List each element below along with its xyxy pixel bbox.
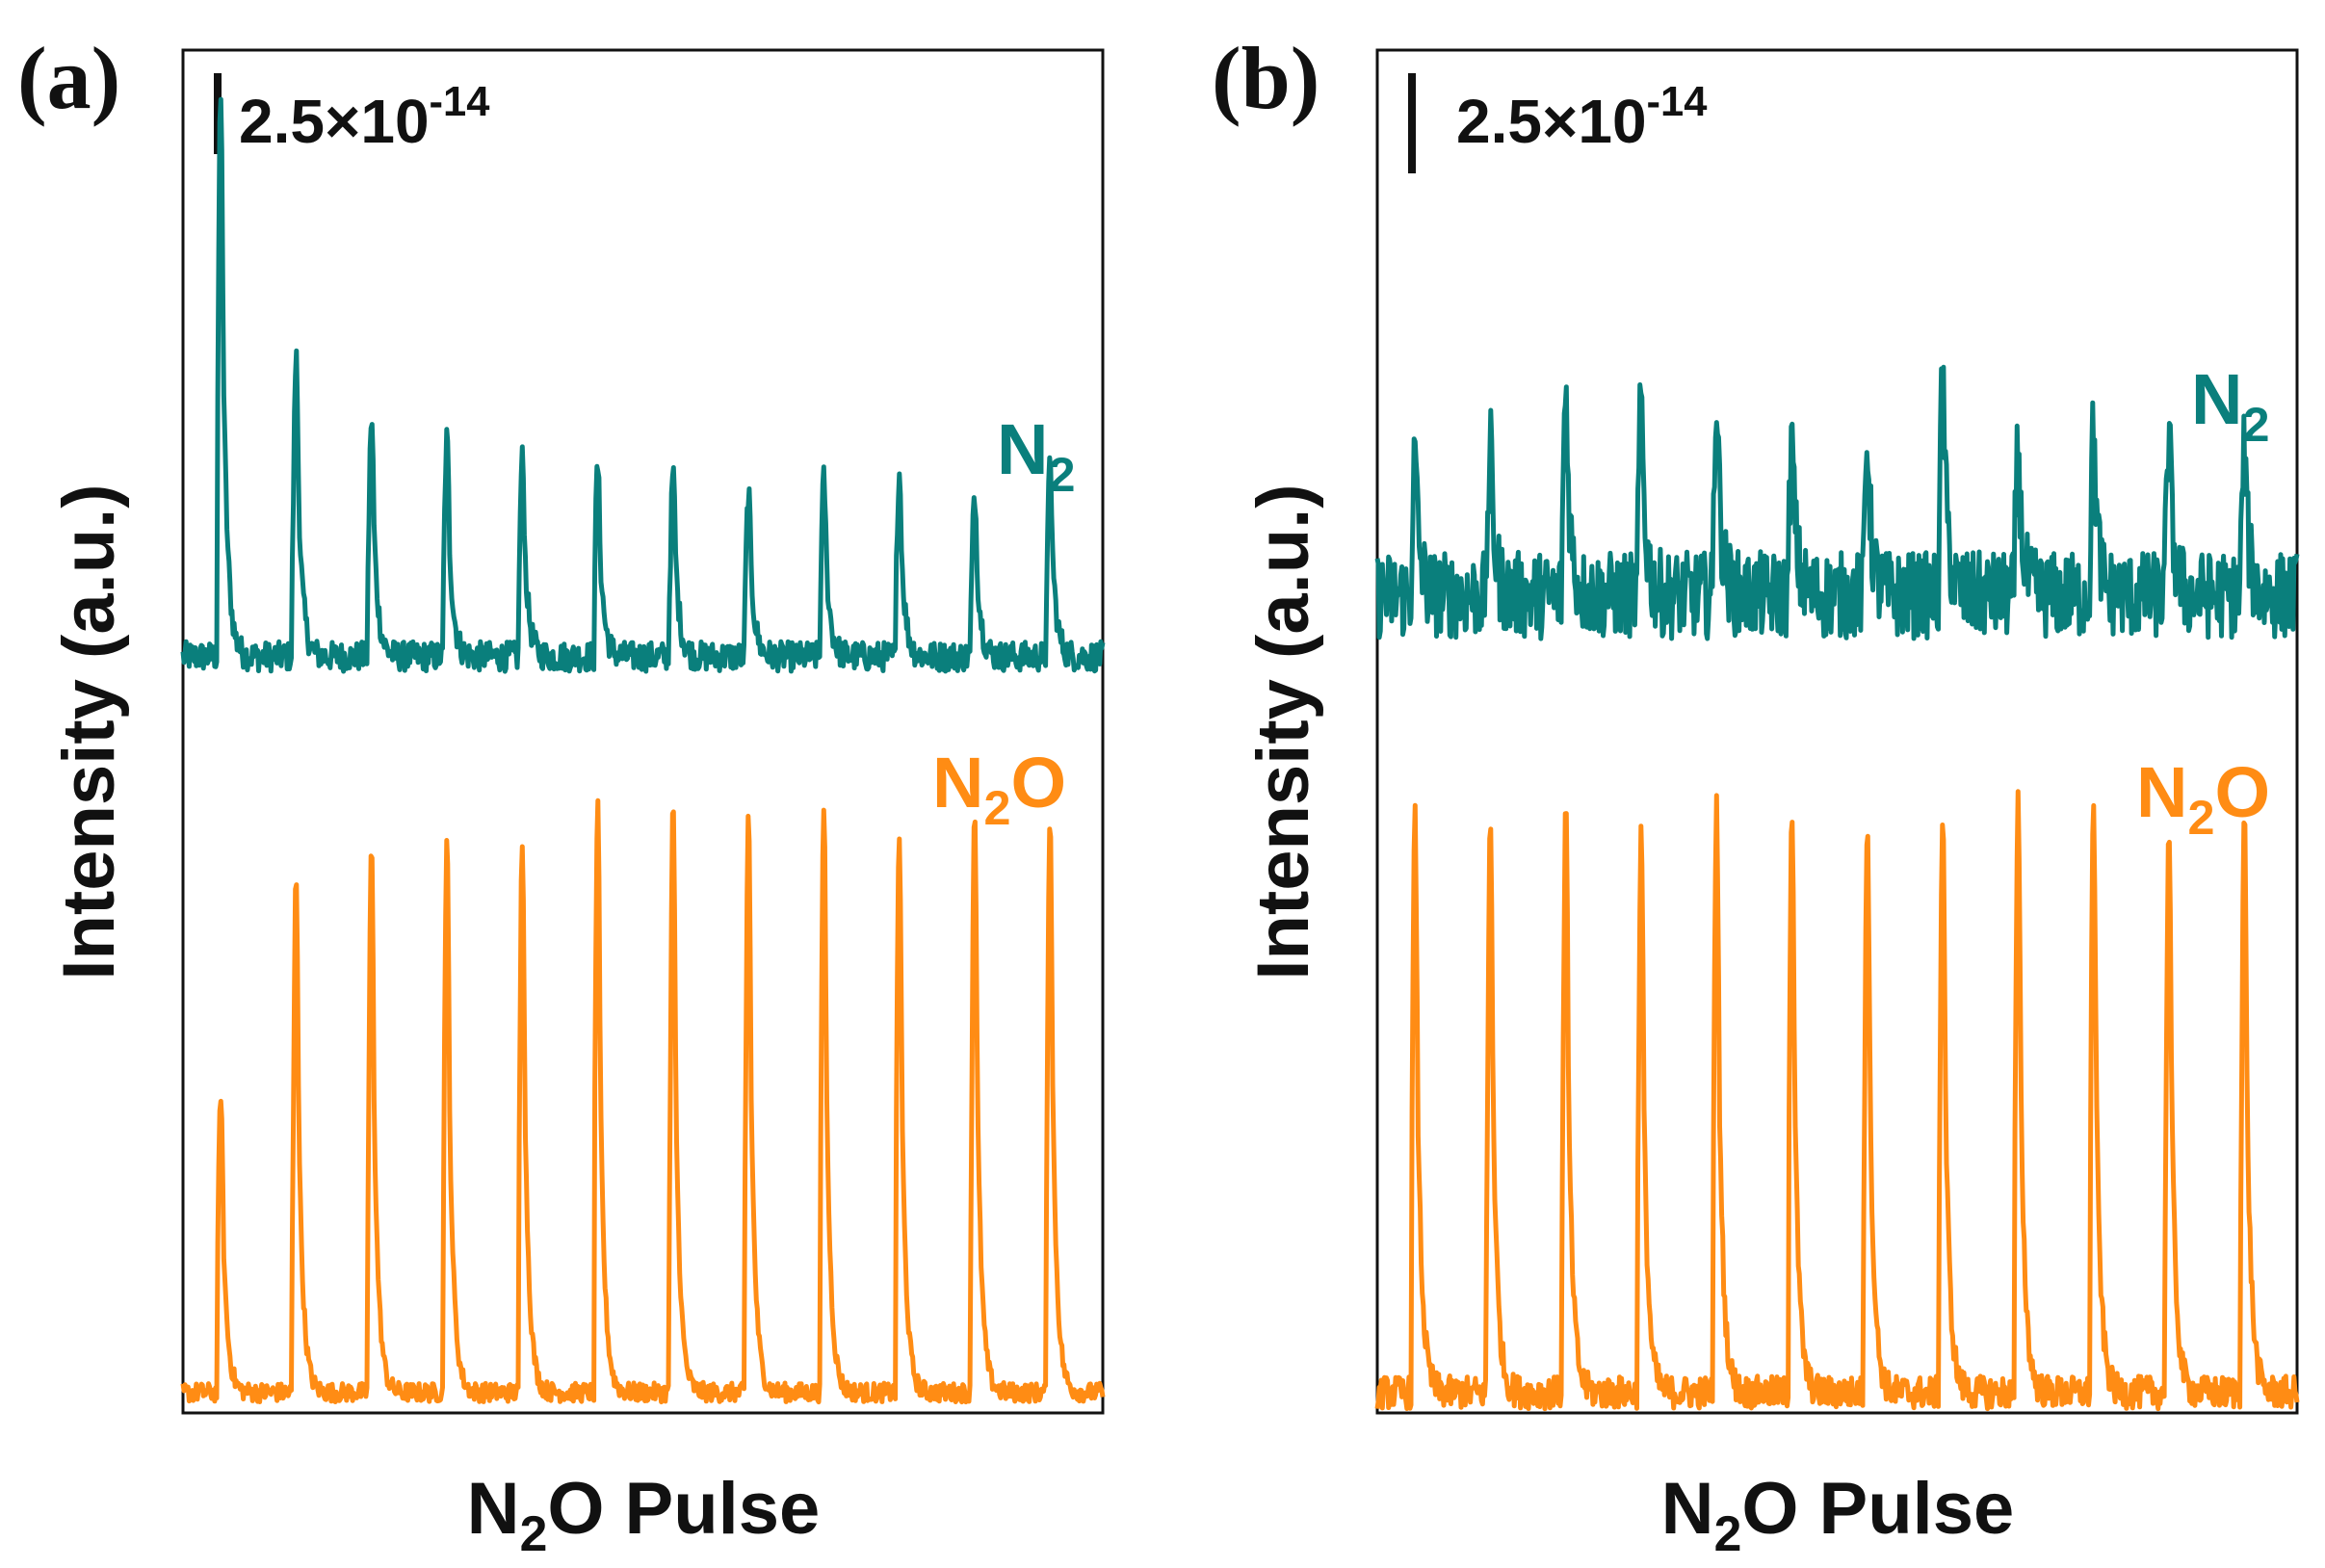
panel-a-series-n2 xyxy=(180,96,1106,674)
panel-b-n2-label: N2 xyxy=(2191,359,2269,452)
panel-a-n2o-label: N2O xyxy=(932,743,1066,835)
panel-b-letter: (b) xyxy=(1212,29,1319,127)
panel-a-n2o-line xyxy=(180,797,1106,1405)
panel-a-ylabel: Intensity (a.u.) xyxy=(48,483,130,980)
panel-a-frame xyxy=(181,48,1105,1415)
panel-b-n2o-label: N2O xyxy=(2136,752,2270,845)
panel-b-xlabel: N2O Pulse xyxy=(1661,1468,2015,1561)
panel-b-ylabel: Intensity (a.u.) xyxy=(1242,483,1324,980)
panel-a-n2-label: N2 xyxy=(997,409,1075,502)
panel-b-n2o-line xyxy=(1374,789,2300,1412)
panel-b-frame xyxy=(1375,48,2299,1415)
panel-a: (a) 2.5×10-14 N2 N2O Intensity (a.u.) N2… xyxy=(17,29,1106,1561)
panel-b-scale-label: 2.5×10-14 xyxy=(1456,79,1707,156)
panel-b: (b) 2.5×10-14 N2 N2O Intensity (a.u.) N2… xyxy=(1212,29,2300,1561)
panel-a-letter: (a) xyxy=(17,29,120,127)
panel-b-series-n2o xyxy=(1374,789,2300,1412)
panel-a-n2-line xyxy=(180,96,1106,674)
panel-a-series-n2o xyxy=(180,797,1106,1405)
panel-b-series-n2 xyxy=(1374,364,2300,641)
panel-a-scale-label: 2.5×10-14 xyxy=(239,79,489,156)
panel-a-xlabel: N2O Pulse xyxy=(467,1468,821,1561)
panel-b-n2-line xyxy=(1374,364,2300,641)
